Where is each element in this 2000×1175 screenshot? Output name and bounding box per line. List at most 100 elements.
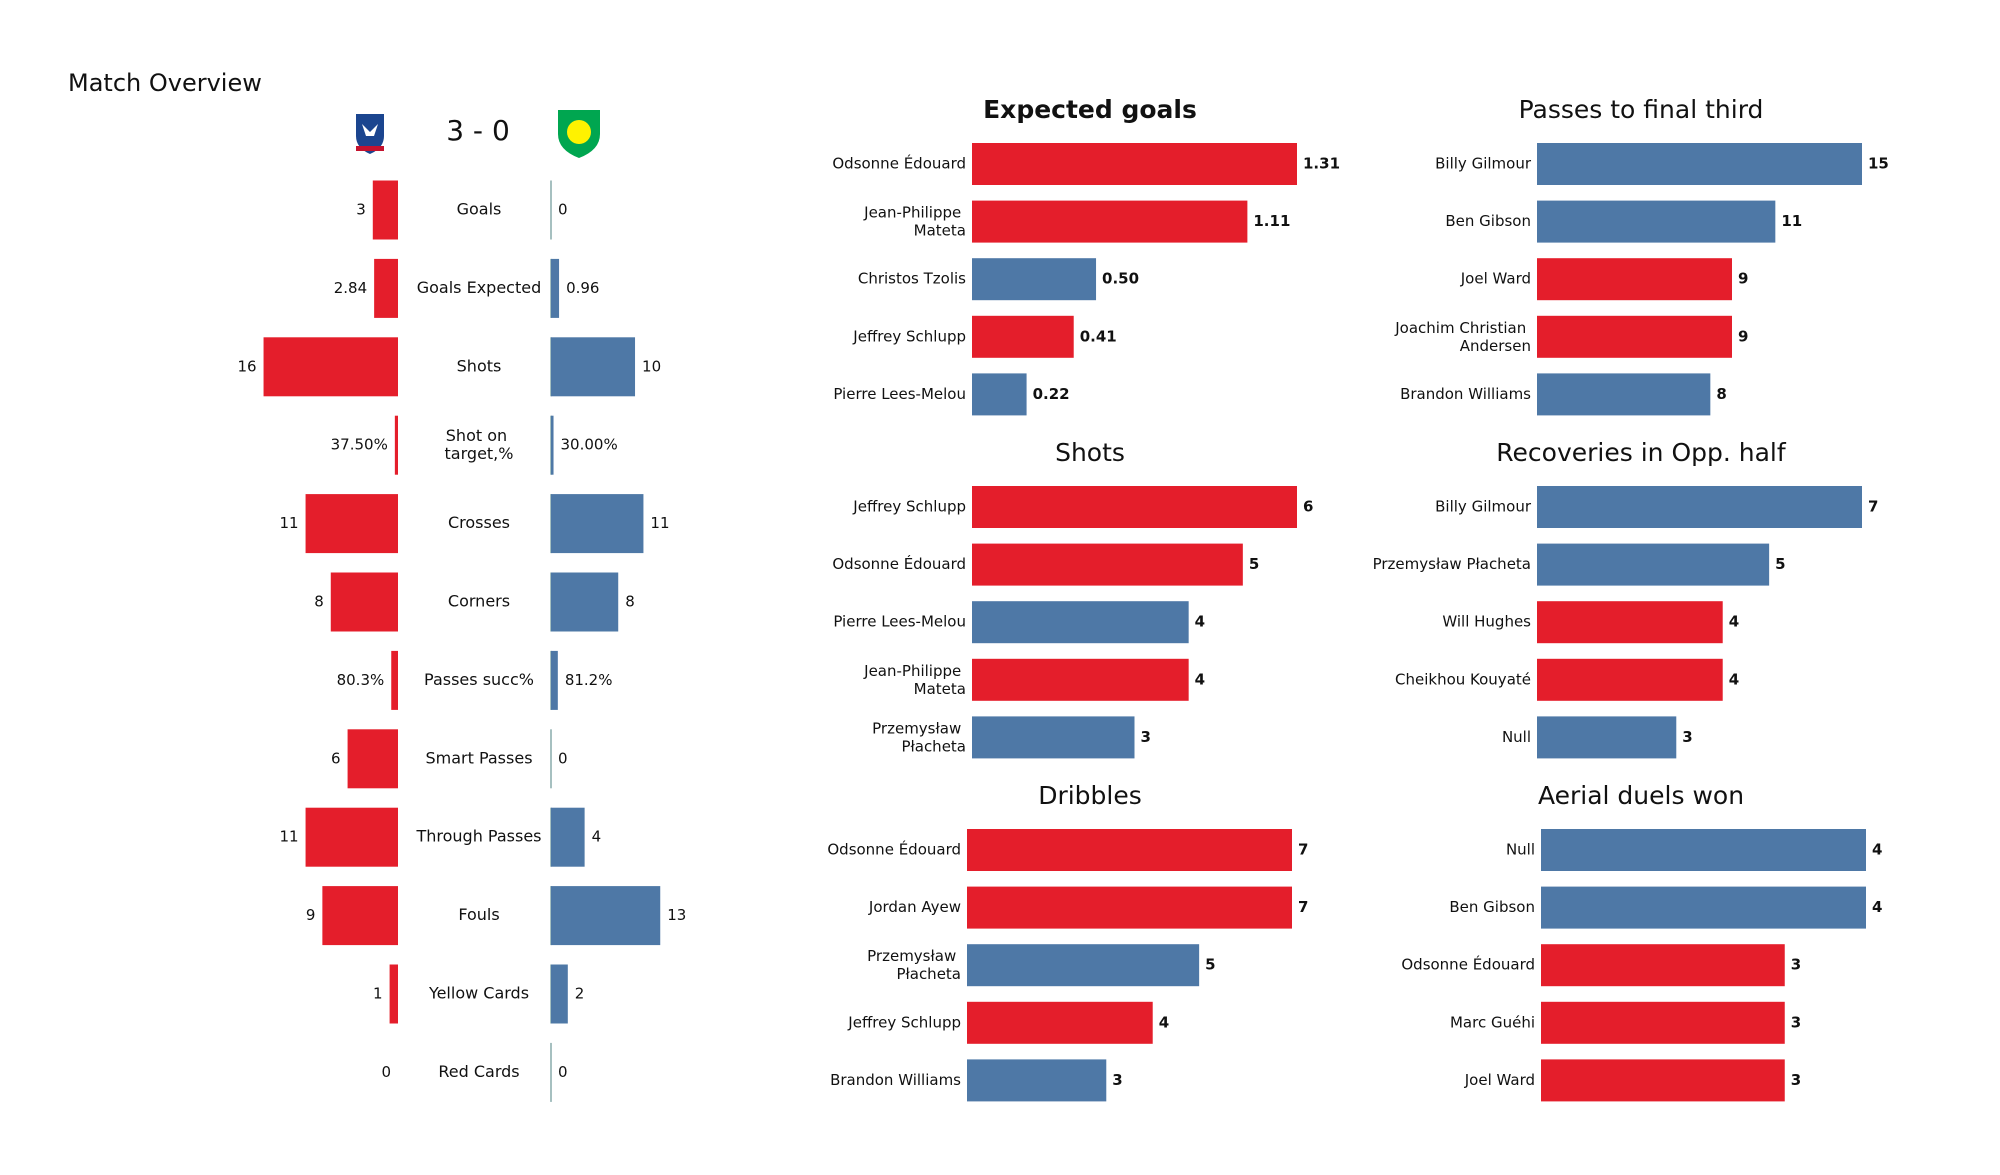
value-label: 0 (558, 1063, 568, 1081)
value-label: 4 (1872, 898, 1882, 916)
value-label: 9 (306, 906, 316, 924)
stat-label: Goals Expected (417, 278, 542, 297)
home-bar (374, 258, 398, 318)
overview-title: Match Overview (68, 69, 262, 97)
value-label: 2 (575, 985, 585, 1003)
value-label: 9 (1738, 270, 1748, 288)
value-label: 80.3% (337, 671, 385, 689)
player-name: Brandon Williams (1400, 385, 1531, 403)
value-label: 8 (625, 593, 635, 611)
bar (967, 829, 1292, 871)
player-name: Billy Gilmour (1435, 155, 1532, 173)
away-bar (551, 650, 558, 710)
value-label: 5 (1249, 555, 1259, 573)
bar (967, 944, 1200, 987)
value-label: 0.50 (1102, 270, 1139, 288)
value-label: 0.96 (566, 279, 599, 297)
stat-label: Shots (457, 356, 502, 375)
value-label: 3 (1791, 1071, 1801, 1089)
value-label: 7 (1298, 898, 1308, 916)
home-bar (389, 964, 398, 1024)
away-bar (551, 258, 560, 318)
player-name: Jordan Ayew (868, 898, 961, 916)
value-label: 3 (356, 201, 366, 219)
bar (1537, 143, 1862, 185)
player-name: Marc Guéhi (1450, 1013, 1535, 1031)
bar (972, 716, 1135, 759)
player-name: Cheikhou Kouyaté (1395, 670, 1531, 688)
player-name: Pierre Lees-Melou (833, 385, 966, 403)
bar (1541, 944, 1785, 987)
stat-label: Yellow Cards (428, 984, 529, 1003)
value-label: 11 (650, 514, 669, 532)
away-bar (551, 415, 554, 475)
panel-title: Expected goals (983, 95, 1197, 124)
stat-label: Shot on target,% (445, 426, 514, 463)
value-label: 30.00% (561, 436, 618, 454)
player-name: Przemysław Płacheta (872, 719, 966, 755)
home-bar (391, 650, 398, 710)
crest-eagle (362, 124, 378, 136)
home-bar (322, 886, 398, 946)
home-bar (330, 572, 398, 632)
crest-canary (567, 120, 591, 144)
value-label: 3 (1682, 728, 1692, 746)
value-label: 1 (373, 985, 383, 1003)
player-name: Jean-Philippe Mateta (863, 203, 966, 239)
stat-label: Through Passes (415, 827, 541, 846)
value-label: 2.84 (334, 279, 367, 297)
player-name: Jean-Philippe Mateta (863, 661, 966, 697)
player-name: Odsonne Édouard (827, 840, 961, 859)
value-label: 0.22 (1033, 385, 1070, 403)
panel-title: Dribbles (1038, 781, 1142, 810)
player-name: Jeffrey Schlupp (852, 498, 966, 516)
player-name: Jeffrey Schlupp (852, 327, 966, 345)
away-bar (551, 886, 661, 946)
bar (972, 658, 1189, 701)
bar (972, 486, 1297, 528)
value-label: 3 (1791, 1013, 1801, 1031)
bar (967, 1001, 1153, 1044)
value-label: 4 (1195, 670, 1205, 688)
bar (972, 543, 1243, 586)
panel-title: Shots (1055, 438, 1125, 467)
player-name: Christos Tzolis (858, 270, 966, 288)
away-bar (551, 964, 568, 1024)
bar (972, 200, 1248, 243)
stat-label: Goals (457, 200, 502, 219)
value-label: 11 (279, 514, 298, 532)
player-name: Odsonne Édouard (832, 154, 966, 173)
crest-band (356, 146, 384, 151)
bar (972, 601, 1189, 644)
value-label: 7 (1298, 841, 1308, 859)
home-bar (263, 337, 398, 397)
bar (972, 258, 1097, 301)
bar (1537, 200, 1776, 243)
player-name: Joel Ward (1460, 270, 1531, 288)
bar (1537, 658, 1723, 701)
player-name: Null (1506, 841, 1535, 859)
bar (1537, 373, 1711, 416)
value-label: 37.50% (331, 436, 388, 454)
value-label: 5 (1775, 555, 1785, 573)
value-label: 11 (279, 828, 298, 846)
player-name: Pierre Lees-Melou (833, 613, 966, 631)
player-name: Billy Gilmour (1435, 498, 1532, 516)
bar (972, 315, 1074, 358)
value-label: 4 (1159, 1013, 1169, 1031)
value-label: 8 (314, 593, 324, 611)
value-label: 13 (667, 906, 686, 924)
player-name: Ben Gibson (1449, 898, 1535, 916)
player-name: Null (1502, 728, 1531, 746)
value-label: 15 (1868, 155, 1889, 173)
bar (972, 373, 1027, 416)
value-label: 6 (1303, 498, 1313, 516)
home-bar (305, 494, 398, 554)
bar (1541, 1059, 1785, 1102)
player-name: Will Hughes (1442, 613, 1531, 631)
home-bar (305, 807, 398, 867)
value-label: 6 (331, 749, 341, 767)
away-bar (551, 494, 644, 554)
stat-label: Crosses (448, 513, 510, 532)
